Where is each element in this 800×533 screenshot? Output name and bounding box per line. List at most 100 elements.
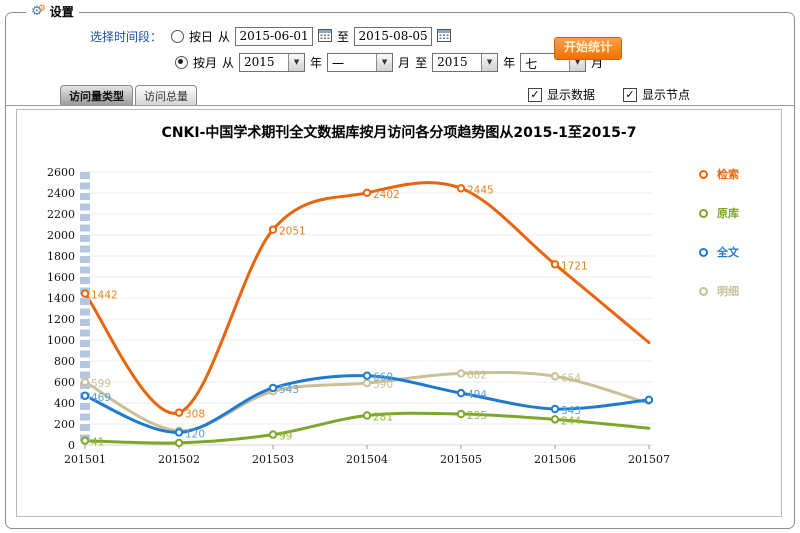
show-nodes-label: 显示节点 [641,88,690,102]
svg-text:400: 400 [54,397,75,410]
svg-text:494: 494 [467,389,487,401]
monthly-from-label: 从 [222,55,235,70]
svg-text:1400: 1400 [47,292,75,305]
svg-text:1721: 1721 [561,260,588,272]
legend-label: 明细 [717,285,739,298]
series-marker-icon [699,247,708,257]
svg-text:2402: 2402 [373,189,400,201]
svg-text:120: 120 [185,428,205,440]
svg-text:660: 660 [373,372,393,384]
svg-text:201506: 201506 [534,453,576,466]
year-label: 年 [310,55,323,70]
legend-item[interactable]: 明细 [699,283,777,299]
settings-window: ⚙⚙ 设置 选择时间段： 按日 从 至 [5,3,795,529]
chevron-down-icon[interactable]: ▼ [288,53,305,71]
show-data-label: 显示数据 [546,88,595,102]
series-marker-icon [699,286,708,296]
line-chart: 0 200 400 600 800 1000 1200 1400 1600 1800 2000 220… [47,166,670,466]
window-title: 设置 [49,5,74,19]
svg-text:1200: 1200 [47,313,75,326]
svg-text:2000: 2000 [47,229,75,242]
svg-text:599: 599 [91,378,111,390]
svg-text:201503: 201503 [252,453,294,466]
svg-text:600: 600 [54,376,75,389]
time-range-settings: 选择时间段： 按日 从 至 按月 从 [90,23,603,75]
chart-title: CNKI-中国学术期刊全文数据库按月访问各分项趋势图从2015-1至2015-7 [161,125,637,141]
legend-label: 全文 [717,246,739,259]
calendar-icon[interactable] [318,28,333,45]
window-legend: ⚙⚙ 设置 [26,3,79,20]
daily-from-input[interactable] [235,26,314,46]
legend-item[interactable]: 全文 [699,244,777,260]
monthly-radio-label: 按月 [193,55,218,70]
show-nodes-option: 显示节点 [622,86,690,103]
from-year-select[interactable]: 2015 ▼ [239,52,306,72]
series-marker-icon [699,208,708,218]
svg-text:308: 308 [185,409,205,421]
chevron-down-icon[interactable]: ▼ [376,53,393,71]
chart-panel: CNKI-中国学术期刊全文数据库按月访问各分项趋势图从2015-1至2015-7… [16,109,782,517]
svg-text:201502: 201502 [158,453,200,466]
svg-text:682: 682 [467,369,487,381]
year-label: 年 [503,55,516,70]
from-month-select[interactable]: 一 ▼ [327,52,394,72]
legend-label: 原库 [717,207,739,220]
svg-text:201501: 201501 [64,453,106,466]
daily-from-label: 从 [218,29,231,44]
svg-text:2200: 2200 [47,208,75,221]
svg-text:654: 654 [561,372,581,384]
month-label: 月 [398,55,411,70]
monthly-radio[interactable] [175,55,188,69]
tab-visit-type[interactable]: 访问量类型 [60,85,133,105]
to-year-value: 2015 [437,54,468,69]
tab-divider [6,105,794,106]
svg-text:543: 543 [279,384,299,396]
start-statistics-button[interactable]: 开始统计 [554,37,622,60]
series-marker-icon [699,169,708,179]
chart-legend: 检索 原库 全文 明细 [699,166,777,299]
daily-row: 选择时间段： 按日 从 至 [90,23,603,49]
from-year-value: 2015 [244,54,275,69]
tab-visit-total[interactable]: 访问总量 [135,85,197,105]
legend-item[interactable]: 检索 [699,166,777,182]
svg-text:469: 469 [91,392,111,404]
svg-text:201505: 201505 [440,453,482,466]
svg-text:41: 41 [91,437,104,449]
svg-text:0: 0 [68,439,75,452]
to-month-value: 七 [525,56,538,71]
svg-text:295: 295 [467,410,487,422]
show-data-option: 显示数据 [527,86,595,103]
svg-text:201504: 201504 [346,453,388,466]
svg-text:590: 590 [373,379,393,391]
svg-text:800: 800 [54,355,75,368]
svg-text:2051: 2051 [279,226,306,238]
daily-to-label: 至 [337,29,350,44]
legend-item[interactable]: 原库 [699,205,777,221]
monthly-row: 按月 从 2015 ▼ 年 一 ▼ 月 至 2015 ▼ 年 七 ▼ 月 [90,49,603,75]
svg-text:99: 99 [279,431,292,443]
daily-radio-label: 按日 [189,29,214,44]
svg-text:244: 244 [561,415,581,427]
monthly-to-label: 至 [415,55,428,70]
svg-text:1442: 1442 [91,290,118,302]
show-nodes-checkbox[interactable] [622,87,637,102]
svg-text:1800: 1800 [47,250,75,263]
daily-to-input[interactable] [354,26,433,46]
svg-text:201507: 201507 [628,453,670,466]
time-range-label: 选择时间段： [90,29,163,44]
tab-strip: 访问量类型 访问总量 显示数据 显示节点 [6,85,794,106]
gear-icon: ⚙⚙ [31,4,46,19]
daily-radio[interactable] [171,29,185,43]
svg-text:281: 281 [373,411,393,423]
svg-text:2600: 2600 [47,166,75,179]
calendar-icon[interactable] [437,28,452,45]
svg-text:2400: 2400 [47,187,75,200]
svg-text:2445: 2445 [467,184,494,196]
to-year-select[interactable]: 2015 ▼ [432,52,499,72]
legend-label: 检索 [717,168,739,181]
svg-text:343: 343 [561,405,581,417]
svg-text:200: 200 [54,418,75,431]
svg-text:1000: 1000 [47,334,75,347]
show-data-checkbox[interactable] [527,87,542,102]
chevron-down-icon[interactable]: ▼ [481,53,498,71]
